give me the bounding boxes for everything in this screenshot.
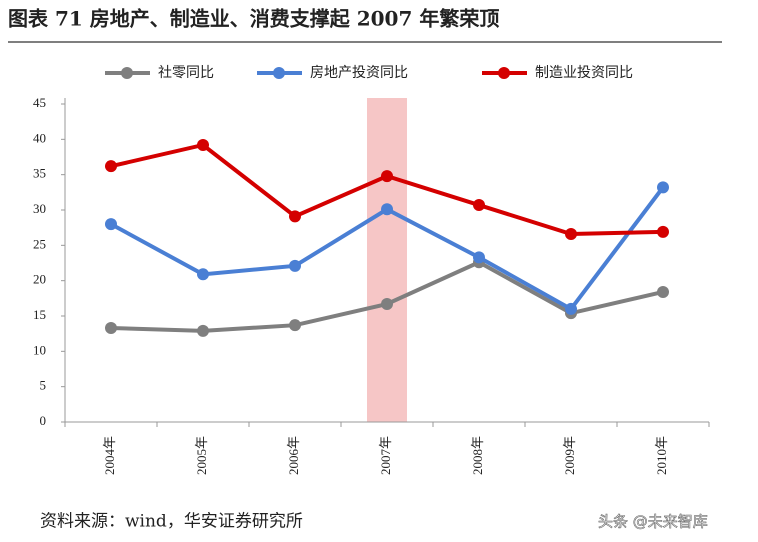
x-tick-label: 2009年 — [562, 436, 577, 475]
series-point — [657, 181, 669, 194]
series-point — [657, 285, 669, 298]
series-point — [289, 210, 301, 223]
watermark: 头条 @未来智库 — [598, 513, 708, 531]
series-point — [289, 319, 301, 332]
series-point — [565, 302, 577, 315]
legend-marker — [498, 67, 510, 79]
y-tick-label: 20 — [33, 272, 46, 287]
x-tick-label: 2010年 — [654, 436, 669, 475]
legend-label: 房地产投资同比 — [310, 65, 408, 81]
y-tick-label: 10 — [33, 342, 46, 357]
y-tick-label: 30 — [33, 201, 46, 216]
y-tick-label: 0 — [40, 413, 47, 428]
highlight-band — [367, 98, 407, 422]
x-tick-label: 2006年 — [286, 436, 301, 475]
series-point — [105, 322, 117, 335]
legend-marker — [273, 67, 285, 79]
legend-marker — [121, 67, 133, 79]
x-tick-label: 2004年 — [102, 436, 117, 475]
y-tick-label: 40 — [33, 130, 46, 145]
x-tick-label: 2008年 — [470, 436, 485, 475]
series-point — [289, 259, 301, 272]
y-tick-label: 45 — [33, 95, 46, 110]
series-point — [381, 170, 393, 183]
series-point — [473, 251, 485, 264]
series-point — [197, 268, 209, 281]
y-tick-label: 15 — [33, 307, 46, 322]
series-point — [105, 218, 117, 231]
series-point — [381, 297, 393, 310]
x-tick-label: 2005年 — [194, 436, 209, 475]
x-tick-label: 2007年 — [378, 436, 393, 475]
legend-label: 制造业投资同比 — [535, 65, 633, 81]
series-point — [197, 138, 209, 151]
series-point — [197, 324, 209, 337]
y-tick-label: 25 — [33, 236, 46, 251]
source: 资料来源：wind，华安证券研究所 — [40, 512, 303, 532]
series-point — [381, 203, 393, 216]
y-tick-label: 5 — [40, 378, 47, 393]
chart-title: 图表 71 房地产、制造业、消费支撑起 2007 年繁荣顶 — [8, 7, 499, 31]
series-point — [657, 225, 669, 238]
y-tick-label: 35 — [33, 166, 46, 181]
legend-label: 社零同比 — [158, 65, 214, 81]
series-point — [105, 160, 117, 173]
series-point — [473, 199, 485, 212]
series-point — [565, 228, 577, 241]
